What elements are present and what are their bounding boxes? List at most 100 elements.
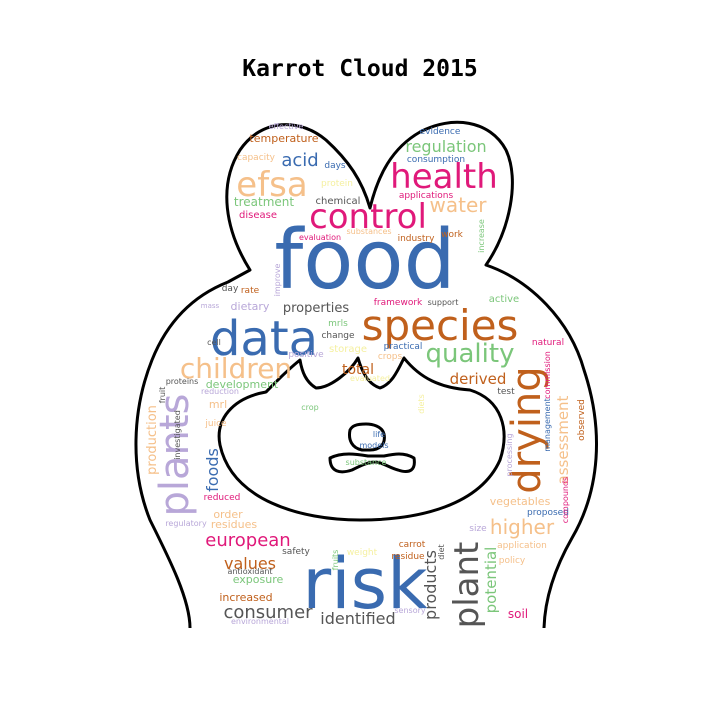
mouth: [328, 452, 416, 474]
cloud-word-proposed: proposed: [527, 508, 569, 518]
cloud-word-residue: residue: [391, 552, 425, 562]
cloud-word-increased: increased: [219, 591, 272, 604]
cloud-word-weight: weight: [347, 548, 378, 558]
cloud-word-application: application: [497, 541, 547, 551]
cloud-word-assessment: assessment: [554, 395, 572, 484]
cloud-word-chemical: chemical: [316, 196, 361, 207]
cloud-word-regulation: regulation: [405, 137, 486, 156]
cloud-word-order: order: [213, 508, 243, 521]
cloud-word-european: european: [205, 530, 290, 551]
cloud-word-identified: identified: [320, 609, 395, 628]
cloud-word-production: production: [145, 405, 160, 475]
cloud-word-data: data: [210, 311, 318, 367]
cloud-word-treatment: treatment: [234, 195, 294, 209]
cloud-word-practical: practical: [384, 342, 423, 352]
cloud-word-evaluation: evaluation: [299, 233, 341, 242]
cloud-word-test: test: [497, 387, 515, 397]
cloud-word-quality: quality: [426, 339, 515, 369]
cloud-word-substance: substance: [346, 458, 387, 467]
cloud-word-processing: processing: [505, 433, 514, 476]
cloud-word-fruits: fruits: [331, 550, 340, 571]
cloud-word-plants: plants: [152, 394, 198, 517]
cloud-word-efsa: efsa: [236, 165, 307, 205]
cloud-word-regulatory: regulatory: [165, 519, 207, 528]
cloud-word-higher: higher: [490, 515, 555, 539]
cloud-word-mrl: mrl: [209, 398, 227, 411]
cloud-word-commission: commission: [543, 351, 552, 399]
cloud-word-applications: applications: [399, 191, 454, 201]
cloud-word-dietary: dietary: [231, 300, 270, 313]
inner-head: [217, 356, 506, 522]
cloud-word-increase: increase: [477, 219, 486, 253]
cloud-word-food: food: [274, 213, 455, 308]
cloud-word-drying: drying: [504, 366, 550, 493]
cloud-word-work: work: [441, 230, 464, 240]
cloud-word-natural: natural: [532, 338, 564, 348]
cloud-word-positive: positive: [288, 350, 324, 360]
cloud-word-derived: derived: [450, 370, 507, 388]
cloud-word-rate: rate: [241, 286, 260, 296]
cloud-word-temperature: temperature: [249, 132, 318, 145]
cloud-word-properties: properties: [283, 301, 350, 316]
cloud-word-models: models: [359, 441, 388, 450]
cloud-word-safety: safety: [282, 547, 310, 557]
cloud-word-environmental: environmental: [231, 617, 289, 626]
cloud-word-disease: disease: [239, 210, 277, 221]
cloud-word-days: days: [324, 161, 346, 171]
cloud-word-evidence: evidence: [420, 127, 461, 137]
cloud-word-values: values: [224, 554, 276, 573]
cloud-word-reduced: reduced: [204, 493, 241, 503]
cloud-word-crop: crop: [301, 403, 318, 412]
cloud-word-carrot: carrot: [399, 540, 426, 550]
cloud-word-consumer: consumer: [223, 602, 313, 623]
cloud-word-development: development: [206, 378, 279, 391]
cloud-word-species: species: [362, 301, 519, 350]
cloud-word-juice: juice: [204, 419, 227, 429]
cloud-word-fruit: fruit: [158, 387, 167, 404]
cloud-word-water: water: [430, 193, 488, 217]
rabbit-outline: [134, 120, 598, 629]
cloud-word-reduction: reduction: [201, 387, 239, 396]
cloud-word-day: day: [222, 284, 239, 294]
cloud-word-crops: crops: [378, 352, 403, 362]
rabbit-silhouette: [134, 120, 598, 629]
cloud-word-protein: protein: [321, 179, 353, 189]
cloud-word-residues: residues: [211, 518, 258, 531]
cloud-word-mass: mass: [201, 302, 220, 310]
cloud-word-antioxidant: antioxidant: [227, 567, 272, 576]
cloud-word-investigated: investigated: [173, 410, 182, 460]
cloud-word-sensory: sensory: [394, 606, 426, 615]
cloud-word-framework: framework: [374, 298, 423, 308]
cloud-word-products: products: [421, 550, 440, 620]
cloud-word-support: support: [428, 298, 459, 307]
cloud-word-compounds: compounds: [561, 477, 570, 523]
cloud-word-mrls: mrls: [328, 319, 348, 329]
cloud-word-life: life: [373, 430, 385, 439]
cloud-word-health: health: [390, 157, 498, 197]
cloud-word-plant: plant: [447, 542, 487, 629]
cloud-word-industry: industry: [398, 234, 436, 244]
cloud-word-cell: cell: [207, 338, 221, 347]
cloud-word-exposure: exposure: [233, 573, 284, 586]
cloud-word-consumption: consumption: [407, 155, 465, 165]
cloud-word-observed: observed: [577, 399, 587, 441]
cloud-word-children: children: [180, 352, 292, 385]
cloud-word-diets: diets: [417, 394, 426, 414]
cloud-word-storage: storage: [329, 344, 367, 355]
cloud-word-acid: acid: [281, 150, 318, 171]
cloud-word-diet: diet: [437, 544, 446, 559]
cloud-word-size: size: [469, 524, 487, 534]
cloud-word-policy: policy: [499, 556, 526, 566]
cloud-word-control: control: [309, 197, 427, 237]
cloud-word-active: active: [489, 294, 519, 305]
cloud-word-capacity: capacity: [237, 153, 276, 163]
page-title: Karrot Cloud 2015: [242, 56, 478, 82]
cloud-word-management: management: [543, 398, 552, 452]
cloud-word-risk: risk: [302, 543, 428, 625]
cloud-word-vegetables: vegetables: [490, 495, 551, 508]
cloud-word-potential: potential: [482, 547, 500, 614]
cloud-word-improve: improve: [273, 264, 282, 297]
cloud-word-foods: foods: [203, 448, 222, 492]
